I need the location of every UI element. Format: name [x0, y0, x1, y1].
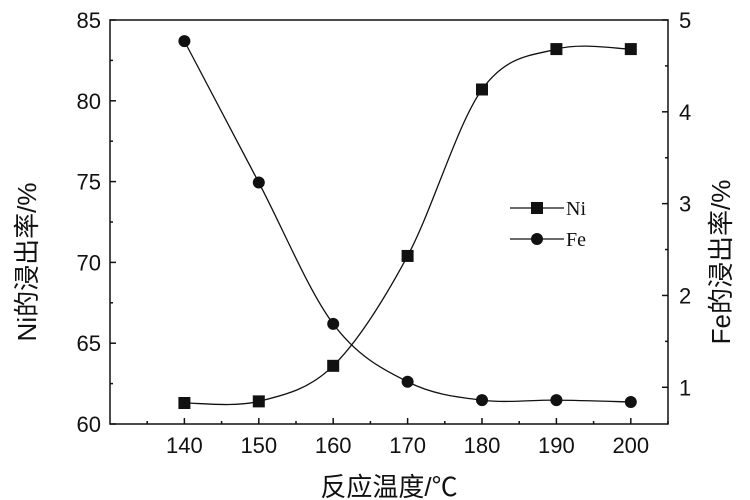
tick-labels: 140 150 160 170 180 190 200 60 65 70 75 80 85 1 2 3 4 5	[77, 8, 692, 458]
y-tick-label: 60	[77, 412, 101, 437]
series-fe-point	[476, 394, 488, 407]
legend-fe-label: Fe	[566, 229, 586, 251]
series	[178, 35, 637, 409]
series-ni	[178, 43, 637, 409]
plot-frame	[109, 19, 669, 425]
series-ni-point	[550, 43, 563, 56]
legend: Ni Fe	[510, 198, 586, 251]
legend-fe-marker	[531, 233, 543, 245]
series-ni-point	[476, 83, 488, 96]
y-tick-label: 85	[77, 8, 101, 33]
y-tick-label: 65	[77, 331, 101, 356]
series-ni-line	[184, 45, 631, 406]
y-tick-label: 75	[77, 170, 101, 195]
y2-tick-label: 1	[679, 375, 691, 400]
x-tick-label: 190	[538, 433, 575, 458]
series-ni-point	[178, 396, 191, 409]
series-ni-point	[624, 43, 637, 56]
y-axis-title: Ni的浸出率/%	[12, 183, 42, 342]
y2-axis-title: Fe的浸出率/%	[706, 180, 736, 345]
x-tick-label: 170	[389, 433, 426, 458]
series-fe-point	[401, 375, 414, 388]
x-tick-label: 140	[166, 433, 203, 458]
series-ni-point	[327, 359, 340, 372]
y-tick-label: 70	[77, 250, 101, 275]
series-fe-point	[550, 394, 563, 407]
y2-tick-label: 5	[679, 8, 691, 33]
x-tick-label: 160	[315, 433, 352, 458]
axes	[109, 19, 669, 425]
x-tick-label: 150	[240, 433, 277, 458]
x-axis-title: 反应温度/℃	[320, 472, 457, 500]
series-fe	[178, 35, 637, 408]
tick-marks	[110, 19, 669, 425]
legend-ni-marker	[531, 202, 543, 214]
series-fe-point	[178, 35, 191, 48]
series-fe-line	[183, 40, 631, 403]
y2-tick-label: 2	[679, 283, 691, 308]
legend-ni-label: Ni	[566, 198, 586, 220]
x-tick-label: 200	[612, 433, 649, 458]
y2-tick-label: 4	[679, 100, 691, 125]
series-fe-point	[327, 317, 340, 330]
series-fe-point	[624, 395, 637, 408]
y2-tick-label: 3	[679, 192, 691, 217]
y-tick-label: 80	[77, 89, 101, 114]
series-ni-point	[252, 395, 265, 408]
series-fe-point	[252, 176, 265, 189]
series-ni-point	[401, 249, 414, 262]
x-tick-label: 180	[464, 433, 501, 458]
